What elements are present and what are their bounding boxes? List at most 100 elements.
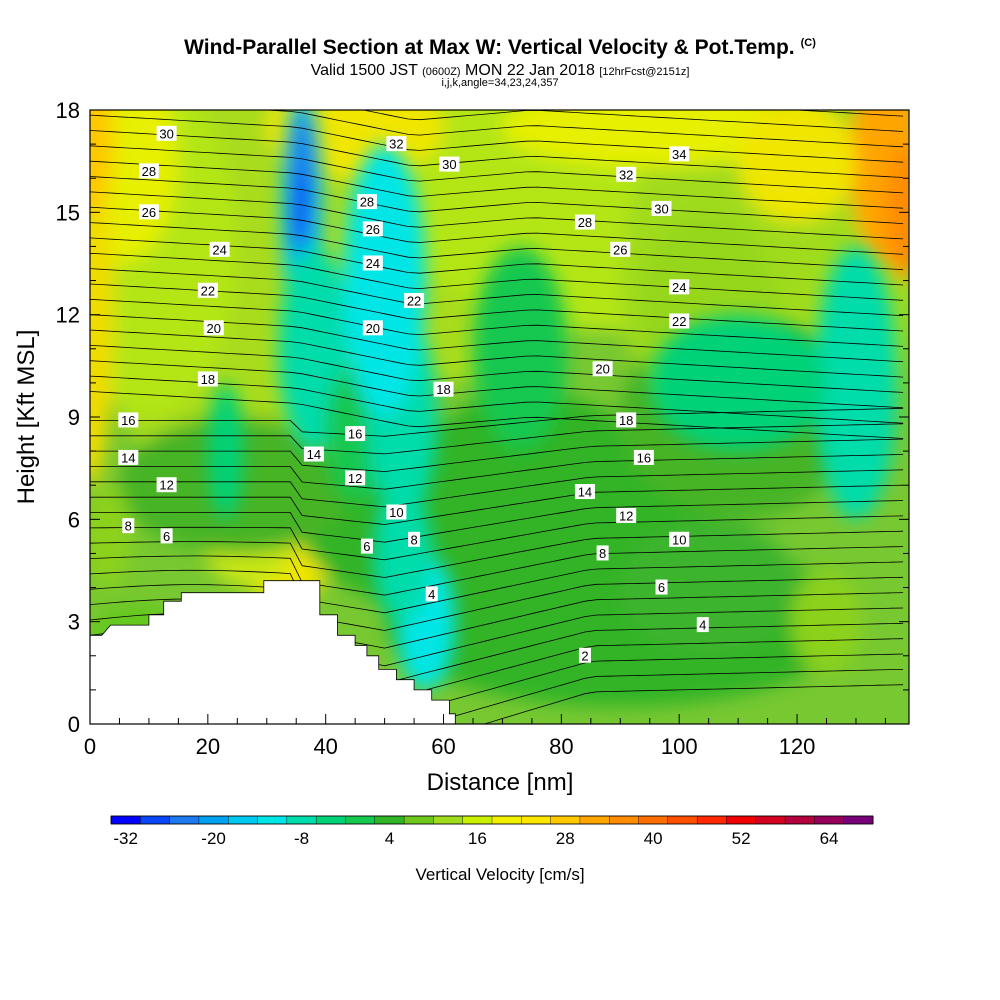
theta-label: 22 <box>404 293 425 309</box>
theta-label-text: 16 <box>637 450 651 465</box>
theta-label: 22 <box>669 313 690 329</box>
theta-label: 8 <box>408 531 421 547</box>
y-tick-label: 3 <box>68 610 80 635</box>
colorbar-swatch <box>315 815 346 825</box>
theta-label: 22 <box>197 282 218 298</box>
x-axis: 0 20 40 60 80 100 120 <box>84 714 886 759</box>
velocity-region <box>620 519 798 656</box>
theta-label: 18 <box>433 381 454 397</box>
isentrope-line <box>90 329 904 378</box>
theta-label-text: 12 <box>619 508 633 523</box>
theta-label-text: 32 <box>619 167 633 182</box>
colorbar-swatch <box>609 815 640 825</box>
velocity-region <box>502 110 798 168</box>
x-tick-label: 60 <box>431 734 455 759</box>
theta-label: 28 <box>138 163 159 179</box>
theta-label-box <box>433 381 454 397</box>
colorbar-swatch <box>784 815 815 825</box>
isentrope-line <box>90 145 904 194</box>
theta-label-text: 28 <box>142 164 156 179</box>
isentrope-line <box>90 130 904 178</box>
theta-label-text: 28 <box>578 215 592 230</box>
theta-label-box <box>386 504 407 520</box>
chart-title-text: Wind-Parallel Section at Max W: Vertical… <box>184 36 795 59</box>
colorbar-swatch <box>491 815 522 825</box>
colorbar-label: 52 <box>732 829 751 848</box>
theta-label: 26 <box>138 204 159 220</box>
theta-label-box <box>669 279 690 295</box>
theta-label-box <box>203 320 224 336</box>
theta-label: 20 <box>362 320 383 336</box>
theta-label-text: 24 <box>672 280 686 295</box>
theta-label: 8 <box>122 518 135 534</box>
theta-label: 16 <box>633 449 654 465</box>
x-tick-label: 0 <box>84 734 96 759</box>
y-tick-label: 0 <box>68 712 80 737</box>
isentrope-line <box>90 222 904 270</box>
theta-label-text: 6 <box>163 529 170 544</box>
theta-label-text: 4 <box>428 587 435 602</box>
theta-label-box <box>616 166 637 182</box>
velocity-region <box>90 144 114 486</box>
theta-label-text: 30 <box>159 126 173 141</box>
colorbar-swatch <box>726 815 757 825</box>
theta-label: 24 <box>209 241 230 257</box>
theta-label-box <box>160 528 173 544</box>
colorbar-label: 28 <box>556 829 575 848</box>
y-tick-label: 9 <box>68 405 80 430</box>
theta-label: 10 <box>386 504 407 520</box>
isentrope-line <box>90 546 904 596</box>
theta-label: 30 <box>651 200 672 216</box>
colorbar-swatch <box>667 815 698 825</box>
colorbar-swatch <box>550 815 581 825</box>
theta-label-box <box>386 136 407 152</box>
isentrope-line <box>90 191 904 240</box>
theta-label-text: 22 <box>201 283 215 298</box>
theta-label-box <box>303 446 324 462</box>
theta-label-box <box>404 293 425 309</box>
theta-label-box <box>669 313 690 329</box>
theta-label: 14 <box>118 449 139 465</box>
isentrope-line <box>90 454 904 490</box>
theta-label-box <box>574 484 595 500</box>
y-tick-label: 18 <box>56 98 80 123</box>
theta-label-text: 4 <box>699 618 706 633</box>
theta-label-text: 8 <box>599 546 606 561</box>
colorbar-swatch <box>169 815 200 825</box>
isentrope-line <box>90 500 904 543</box>
colorbar-swatch <box>521 815 552 825</box>
colorbar-swatch <box>814 815 845 825</box>
y-tick-label: 12 <box>56 303 80 328</box>
theta-label-text: 34 <box>672 147 686 162</box>
isentrope-line <box>90 160 904 209</box>
colorbar-swatch <box>843 815 874 825</box>
x-tick-label: 40 <box>313 734 337 759</box>
theta-label-text: 30 <box>442 157 456 172</box>
theta-label-box <box>345 470 366 486</box>
colorbar-swatch <box>228 815 259 825</box>
theta-label-box <box>574 214 595 230</box>
velocity-region <box>738 110 856 223</box>
forecast-info: [12hrFcst@2151z] <box>599 66 690 78</box>
theta-label-box <box>362 255 383 271</box>
velocity-region <box>472 246 568 452</box>
theta-label-box <box>122 518 135 534</box>
isentrope-line <box>90 423 904 455</box>
theta-label: 34 <box>669 146 690 162</box>
theta-label: 28 <box>356 194 377 210</box>
theta-label-box <box>362 320 383 336</box>
theta-label-box <box>578 647 591 663</box>
theta-label-text: 14 <box>121 450 135 465</box>
theta-label: 2 <box>578 647 591 663</box>
y-tick-label: 6 <box>68 507 80 532</box>
theta-label: 24 <box>669 279 690 295</box>
theta-label-text: 28 <box>360 195 374 210</box>
theta-label: 4 <box>696 617 709 633</box>
x-axis-label: Distance [nm] <box>427 769 574 796</box>
colorbar-label: 64 <box>820 829 839 848</box>
theta-label-text: 14 <box>307 447 321 462</box>
colorbar-swatch <box>286 815 317 825</box>
isentrope-line <box>260 110 904 148</box>
theta-label: 18 <box>616 412 637 428</box>
